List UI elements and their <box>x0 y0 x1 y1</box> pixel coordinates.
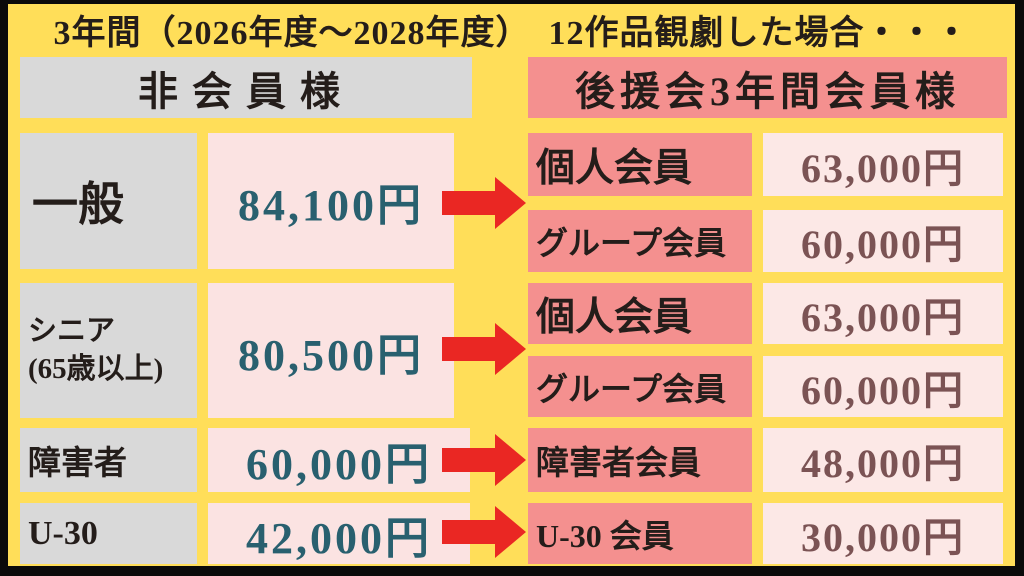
right-arrow-icon <box>442 434 526 486</box>
header-supporter-member-label: 後援会3年間会員様 <box>575 68 960 114</box>
price-member-individual-general: 63,000円 <box>763 133 1003 196</box>
category-senior-label: シニア <box>28 314 116 347</box>
category-u30-label: U-30 <box>28 514 98 552</box>
price-member-group-senior: 60,000円 <box>763 356 1003 417</box>
price-nonmember-u30-value: 42,000円 <box>246 513 432 563</box>
price-member-individual-general-value: 63,000円 <box>801 145 965 191</box>
price-member-group-senior-value: 60,000円 <box>801 367 965 413</box>
right-arrow-icon <box>442 323 526 375</box>
price-nonmember-general-value: 84,100円 <box>238 181 424 230</box>
member-group-general-label: グループ会員 <box>536 225 727 261</box>
price-member-disabled: 48,000円 <box>763 428 1003 492</box>
header-non-member-label: 非会員様 <box>138 68 354 114</box>
right-arrow-icon <box>442 177 526 229</box>
category-disabled: 障害者 <box>20 428 197 492</box>
price-nonmember-u30: 42,000円 <box>208 503 470 564</box>
right-arrow-icon <box>442 506 526 558</box>
member-individual-general-label: 個人会員 <box>536 146 693 190</box>
price-nonmember-disabled: 60,000円 <box>208 428 470 492</box>
price-member-group-general: 60,000円 <box>763 210 1003 272</box>
member-disabled-label: 障害者会員 <box>536 446 701 482</box>
price-member-individual-senior-value: 63,000円 <box>801 294 965 340</box>
category-senior-sublabel: (65歳以上) <box>28 352 164 385</box>
price-member-group-general-value: 60,000円 <box>801 222 965 267</box>
member-disabled: 障害者会員 <box>528 428 752 492</box>
category-disabled-label: 障害者 <box>28 446 127 482</box>
header-supporter-member: 後援会3年間会員様 <box>528 57 1007 118</box>
category-general-label: 一般 <box>32 179 124 230</box>
price-member-individual-senior: 63,000円 <box>763 283 1003 344</box>
price-nonmember-senior: 80,500円 <box>208 283 454 418</box>
price-nonmember-senior-value: 80,500円 <box>238 330 424 380</box>
category-general: 一般 <box>20 133 197 269</box>
price-nonmember-general: 84,100円 <box>208 133 454 269</box>
header-non-member: 非会員様 <box>20 57 472 118</box>
page-title: 3年間（2026年度～2028年度） 12作品観劇した場合・・・ <box>53 14 970 52</box>
price-member-u30: 30,000円 <box>763 503 1003 564</box>
price-member-disabled-value: 48,000円 <box>801 441 965 486</box>
member-individual-general: 個人会員 <box>528 133 752 196</box>
category-senior: シニア (65歳以上) <box>20 283 197 418</box>
member-group-senior: グループ会員 <box>528 356 752 417</box>
member-u30-label: U-30 会員 <box>536 517 674 554</box>
price-nonmember-disabled-value: 60,000円 <box>246 440 432 489</box>
category-u30: U-30 <box>20 503 197 564</box>
member-individual-senior: 個人会員 <box>528 283 752 344</box>
member-u30: U-30 会員 <box>528 503 752 564</box>
member-individual-senior-label: 個人会員 <box>536 295 693 339</box>
price-member-u30-value: 30,000円 <box>801 514 965 560</box>
member-group-senior-label: グループ会員 <box>536 370 727 407</box>
member-group-general: グループ会員 <box>528 210 752 272</box>
